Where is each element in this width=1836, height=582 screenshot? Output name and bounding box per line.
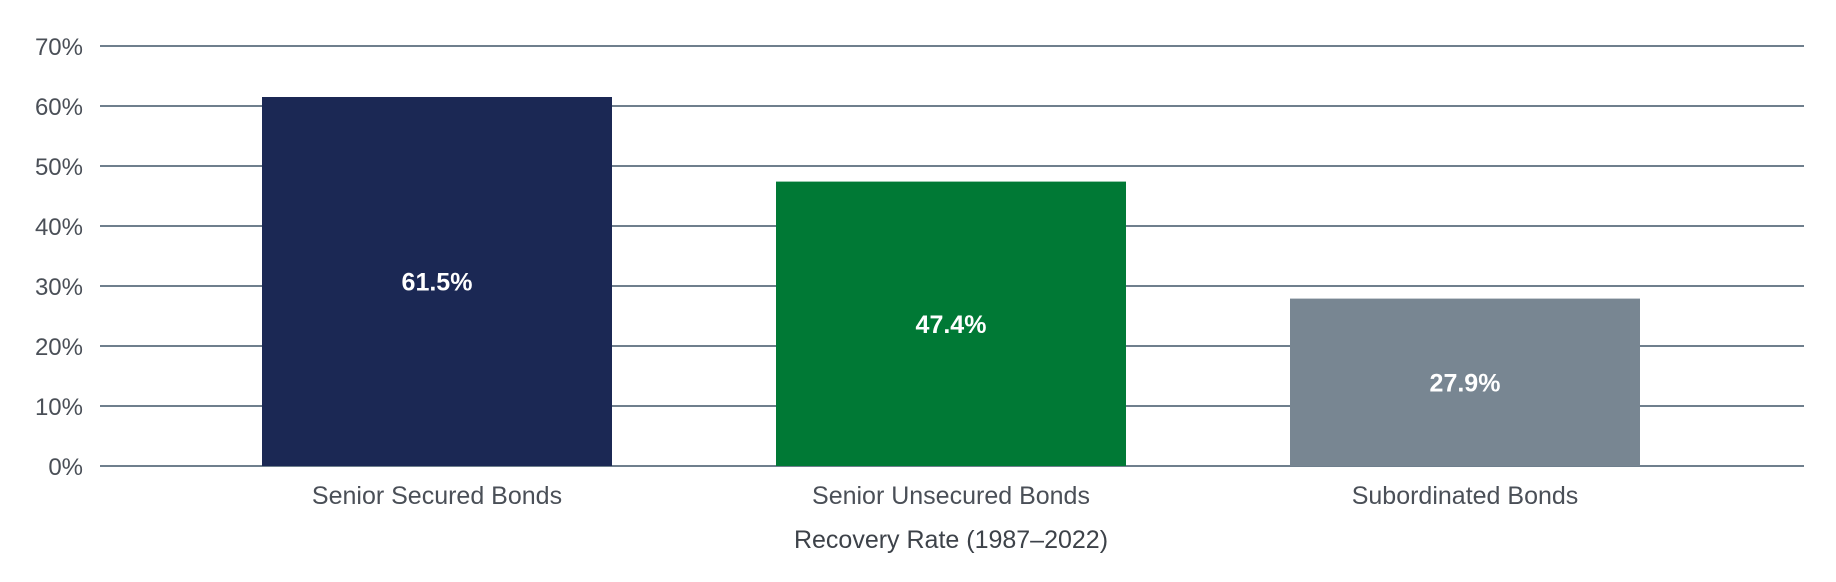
bars [262, 97, 1640, 466]
y-tick-label: 30% [35, 274, 83, 301]
bar-1 [776, 181, 1126, 466]
bar-value-labels: 61.5% 47.4% 27.9% [402, 269, 1501, 398]
y-tick-label: 70% [35, 34, 83, 61]
y-axis-ticks: 0% 10% 20% 30% 40% 50% 60% 70% [35, 34, 83, 481]
bar-value-label: 27.9% [1430, 369, 1501, 397]
x-axis-categories: Senior Secured Bonds Senior Unsecured Bon… [312, 482, 1578, 510]
x-category-label: Subordinated Bonds [1352, 482, 1579, 510]
bar-value-label: 47.4% [916, 311, 987, 339]
y-tick-label: 0% [48, 454, 83, 481]
bar-0 [262, 97, 612, 466]
y-tick-label: 20% [35, 334, 83, 361]
bar-2 [1290, 298, 1640, 466]
y-tick-label: 50% [35, 154, 83, 181]
y-tick-label: 60% [35, 94, 83, 121]
x-category-label: Senior Secured Bonds [312, 482, 562, 510]
x-category-label: Senior Unsecured Bonds [812, 482, 1090, 510]
x-axis-title: Recovery Rate (1987–2022) [794, 526, 1108, 554]
bar-value-label: 61.5% [402, 269, 473, 297]
y-tick-label: 10% [35, 394, 83, 421]
y-tick-label: 40% [35, 214, 83, 241]
